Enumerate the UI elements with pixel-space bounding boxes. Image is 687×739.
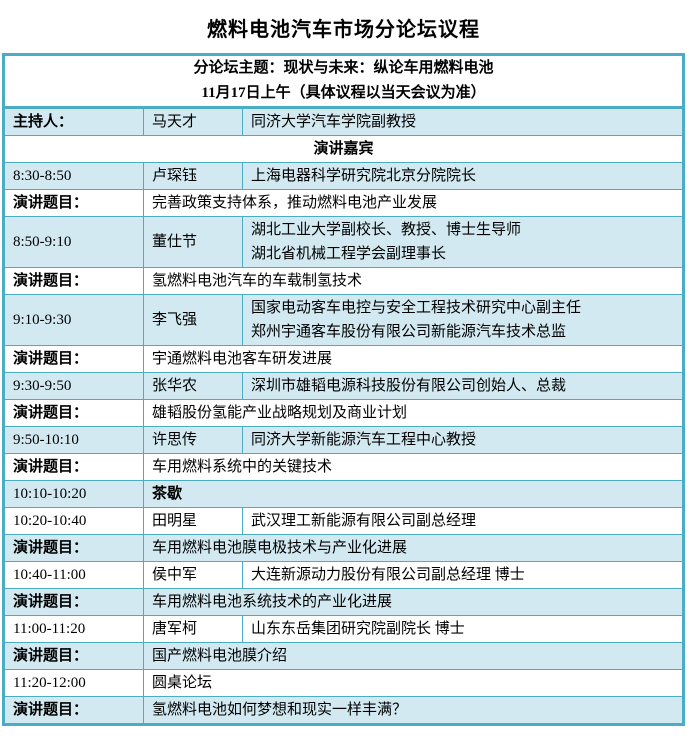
- time-cell: 10:20-10:40: [3, 507, 144, 535]
- forum-header-cell-line: 11月17日上午（具体议程以当天会议为准）: [201, 85, 486, 101]
- host-affiliation-cell: 同济大学汽车学院副教授: [242, 107, 684, 136]
- table-row-talk: 9:50-10:10 许思传 同济大学新能源汽车工程中心教授: [3, 426, 684, 454]
- host-name-cell: 马天才: [143, 107, 243, 136]
- section-title-cell: 演讲嘉宾: [3, 135, 684, 163]
- topic-text-cell: 宇通燃料电池客车研发进展: [143, 345, 684, 373]
- topic-text-cell: 国产燃料电池膜介绍: [143, 642, 684, 670]
- time-cell: 9:30-9:50: [3, 372, 144, 400]
- topic-text-cell: 车用燃料电池膜电极技术与产业化进展: [143, 534, 684, 562]
- speaker-affiliation-cell-line: 大连新源动力股份有限公司副总经理 博士: [251, 567, 525, 583]
- speaker-name-cell: 侯中军: [143, 561, 243, 589]
- table-row-talk: 9:10-9:30 李飞强 国家电动客车电控与安全工程技术研究中心副主任 郑州宇通客车…: [3, 294, 684, 346]
- roundtable-label-cell: 圆桌论坛: [143, 669, 684, 697]
- table-row-section: 演讲嘉宾: [3, 135, 684, 163]
- table-row-topic: 演讲题目： 车用燃料电池膜电极技术与产业化进展: [3, 534, 684, 562]
- speaker-affiliation-cell: 同济大学新能源汽车工程中心教授: [242, 426, 684, 454]
- table-row-talk: 8:50-9:10 董仕节 湖北工业大学副校长、教授、博士生导师 湖北省机械工程学会副…: [3, 216, 684, 268]
- speaker-affiliation-cell-line: 湖北省机械工程学会副理事长: [251, 246, 447, 262]
- topic-label-cell: 演讲题目：: [3, 189, 144, 217]
- break-label-cell: 茶歇: [143, 480, 684, 508]
- topic-label-cell: 演讲题目：: [3, 453, 144, 481]
- table-row-host: 主持人： 马天才 同济大学汽车学院副教授: [3, 107, 684, 136]
- speaker-affiliation-cell-line: 国家电动客车电控与安全工程技术研究中心副主任: [251, 300, 582, 316]
- table-row-topic: 演讲题目： 氢燃料电池如何梦想和现实一样丰满？: [3, 696, 684, 725]
- table-row-topic: 演讲题目： 雄韬股份氢能产业战略规划及商业计划: [3, 399, 684, 427]
- time-cell: 8:50-9:10: [3, 216, 144, 268]
- topic-text-cell: 氢燃料电池汽车的车载制氢技术: [143, 267, 684, 295]
- speaker-affiliation-cell-line: 湖北工业大学副校长、教授、博士生导师: [251, 222, 522, 238]
- table-row-topic: 演讲题目： 国产燃料电池膜介绍: [3, 642, 684, 670]
- time-cell: 11:20-12:00: [3, 669, 144, 697]
- topic-label-cell: 演讲题目：: [3, 345, 144, 373]
- speaker-name-cell: 唐军柯: [143, 615, 243, 643]
- speaker-affiliation-cell-line: 上海电器科学研究院北京分院院长: [251, 168, 477, 184]
- page-title: 燃料电池汽车市场分论坛议程: [207, 19, 480, 41]
- time-cell: 10:10-10:20: [3, 480, 144, 508]
- table-row-talk: 11:00-11:20 唐军柯 山东东岳集团研究院副院长 博士: [3, 615, 684, 643]
- time-cell: 11:00-11:20: [3, 615, 144, 643]
- speaker-name-cell: 李飞强: [143, 294, 243, 346]
- topic-text-cell: 雄韬股份氢能产业战略规划及商业计划: [143, 399, 684, 427]
- topic-label-cell: 演讲题目：: [3, 696, 144, 725]
- speaker-name-cell: 田明星: [143, 507, 243, 535]
- forum-header-cell-line: 分论坛主题：现状与未来：纵论车用燃料电池: [193, 60, 494, 76]
- forum-header-cell: 分论坛主题：现状与未来：纵论车用燃料电池 11月17日上午（具体议程以当天会议为准…: [3, 54, 684, 109]
- topic-label-cell: 演讲题目：: [3, 267, 144, 295]
- table-row-topic: 演讲题目： 完善政策支持体系，推动燃料电池产业发展: [3, 189, 684, 217]
- time-cell: 8:30-8:50: [3, 162, 144, 190]
- agenda-table: 分论坛主题：现状与未来：纵论车用燃料电池 11月17日上午（具体议程以当天会议为准…: [2, 53, 685, 726]
- topic-text-cell: 车用燃料系统中的关键技术: [143, 453, 684, 481]
- speaker-affiliation-cell-line: 武汉理工新能源有限公司副总经理: [251, 513, 477, 529]
- host-affiliation-cell-line: 同济大学汽车学院副教授: [251, 114, 417, 130]
- topic-label-cell: 演讲题目：: [3, 642, 144, 670]
- topic-text-cell: 车用燃料电池系统技术的产业化进展: [143, 588, 684, 616]
- speaker-affiliation-cell: 深圳市雄韬电源科技股份有限公司创始人、总裁: [242, 372, 684, 400]
- speaker-affiliation-cell-line: 深圳市雄韬电源科技股份有限公司创始人、总裁: [251, 378, 567, 394]
- table-row-talk: 8:30-8:50 卢琛钰 上海电器科学研究院北京分院院长: [3, 162, 684, 190]
- agenda-table-body: 分论坛主题：现状与未来：纵论车用燃料电池 11月17日上午（具体议程以当天会议为准…: [3, 54, 684, 725]
- speaker-affiliation-cell: 武汉理工新能源有限公司副总经理: [242, 507, 684, 535]
- host-label-cell: 主持人：: [3, 107, 144, 136]
- time-cell: 9:10-9:30: [3, 294, 144, 346]
- table-row-topic: 演讲题目： 车用燃料系统中的关键技术: [3, 453, 684, 481]
- speaker-affiliation-cell: 大连新源动力股份有限公司副总经理 博士: [242, 561, 684, 589]
- topic-label-cell: 演讲题目：: [3, 588, 144, 616]
- table-row-talk: 10:20-10:40 田明星 武汉理工新能源有限公司副总经理: [3, 507, 684, 535]
- time-cell: 10:40-11:00: [3, 561, 144, 589]
- table-row-topic: 演讲题目： 车用燃料电池系统技术的产业化进展: [3, 588, 684, 616]
- table-row-topic: 演讲题目： 宇通燃料电池客车研发进展: [3, 345, 684, 373]
- speaker-affiliation-cell: 山东东岳集团研究院副院长 博士: [242, 615, 684, 643]
- speaker-affiliation-cell: 湖北工业大学副校长、教授、博士生导师 湖北省机械工程学会副理事长: [242, 216, 684, 268]
- speaker-name-cell: 许思传: [143, 426, 243, 454]
- table-row-talk: 9:30-9:50 张华农 深圳市雄韬电源科技股份有限公司创始人、总裁: [3, 372, 684, 400]
- speaker-name-cell: 董仕节: [143, 216, 243, 268]
- topic-label-cell: 演讲题目：: [3, 399, 144, 427]
- speaker-affiliation-cell-line: 山东东岳集团研究院副院长 博士: [251, 621, 465, 637]
- speaker-affiliation-cell: 上海电器科学研究院北京分院院长: [242, 162, 684, 190]
- time-cell: 9:50-10:10: [3, 426, 144, 454]
- table-row-break: 10:10-10:20 茶歇: [3, 480, 684, 508]
- table-row-header: 分论坛主题：现状与未来：纵论车用燃料电池 11月17日上午（具体议程以当天会议为准…: [3, 54, 684, 109]
- speaker-name-cell: 卢琛钰: [143, 162, 243, 190]
- table-row-topic: 演讲题目： 氢燃料电池汽车的车载制氢技术: [3, 267, 684, 295]
- speaker-affiliation-cell: 国家电动客车电控与安全工程技术研究中心副主任 郑州宇通客车股份有限公司新能源汽车技…: [242, 294, 684, 346]
- speaker-affiliation-cell-line: 同济大学新能源汽车工程中心教授: [251, 432, 477, 448]
- speaker-affiliation-cell-line: 郑州宇通客车股份有限公司新能源汽车技术总监: [251, 324, 567, 340]
- topic-label-cell: 演讲题目：: [3, 534, 144, 562]
- speaker-name-cell: 张华农: [143, 372, 243, 400]
- table-row-talk: 10:40-11:00 侯中军 大连新源动力股份有限公司副总经理 博士: [3, 561, 684, 589]
- table-row-roundtable: 11:20-12:00 圆桌论坛: [3, 669, 684, 697]
- topic-text-cell: 完善政策支持体系，推动燃料电池产业发展: [143, 189, 684, 217]
- topic-text-cell: 氢燃料电池如何梦想和现实一样丰满？: [143, 696, 684, 725]
